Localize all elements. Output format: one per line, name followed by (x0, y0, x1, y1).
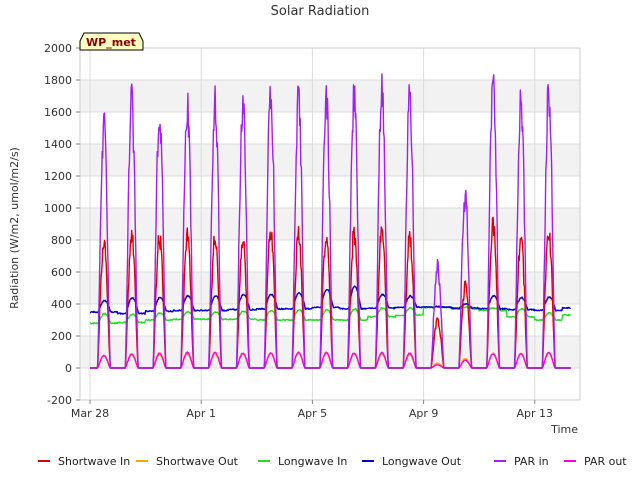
legend: Shortwave In Shortwave Out Longwave In Long… (38, 455, 627, 468)
y-tick-label: 2000 (44, 42, 72, 55)
plot-frame (79, 47, 581, 401)
y-axis-title: Radiation (W/m2, umol/m2/s) (8, 147, 21, 309)
legend-label: Shortwave In (58, 455, 130, 468)
series-line-par-in (89, 73, 571, 369)
y-tick-label: 1200 (44, 170, 72, 183)
x-axis-title: Time (550, 423, 578, 436)
y-tick-label: 1000 (44, 202, 72, 215)
legend-label: Longwave In (278, 455, 347, 468)
x-tick-label: Apr 9 (409, 407, 439, 420)
badge-shape (79, 32, 144, 51)
x-tick-label: Apr 13 (517, 407, 554, 420)
x-tick-label: Apr 5 (298, 407, 328, 420)
series-layer (89, 73, 572, 369)
legend-label: Shortwave Out (156, 455, 239, 468)
y-tick-label: 800 (51, 234, 72, 247)
plot-area (79, 47, 581, 401)
x-tick-label: Apr 1 (186, 407, 216, 420)
legend-label: Longwave Out (382, 455, 462, 468)
y-axis-ticks: -200 0 200 400 600 800 1000 1200 1400 1600 1800 200… (44, 42, 80, 407)
y-tick-label: 200 (51, 330, 72, 343)
x-axis-ticks: Mar 28 Apr 1 Apr 5 Apr 9 Apr 13 (71, 400, 553, 420)
chart-title: Solar Radiation (271, 4, 370, 19)
legend-label: PAR in (514, 455, 549, 468)
y-tick-label: -200 (47, 394, 72, 407)
y-tick-label: 0 (65, 362, 72, 375)
y-tick-label: 1800 (44, 74, 72, 87)
y-tick-label: 400 (51, 298, 72, 311)
station-badge: WP_met (79, 32, 144, 51)
y-tick-label: 1600 (44, 106, 72, 119)
y-tick-label: 1400 (44, 138, 72, 151)
grid-band (80, 144, 580, 176)
legend-label: PAR out (584, 455, 627, 468)
badge-label: WP_met (86, 36, 136, 49)
x-tick-label: Mar 28 (71, 407, 109, 420)
y-tick-label: 600 (51, 266, 72, 279)
grid-band (80, 80, 580, 112)
